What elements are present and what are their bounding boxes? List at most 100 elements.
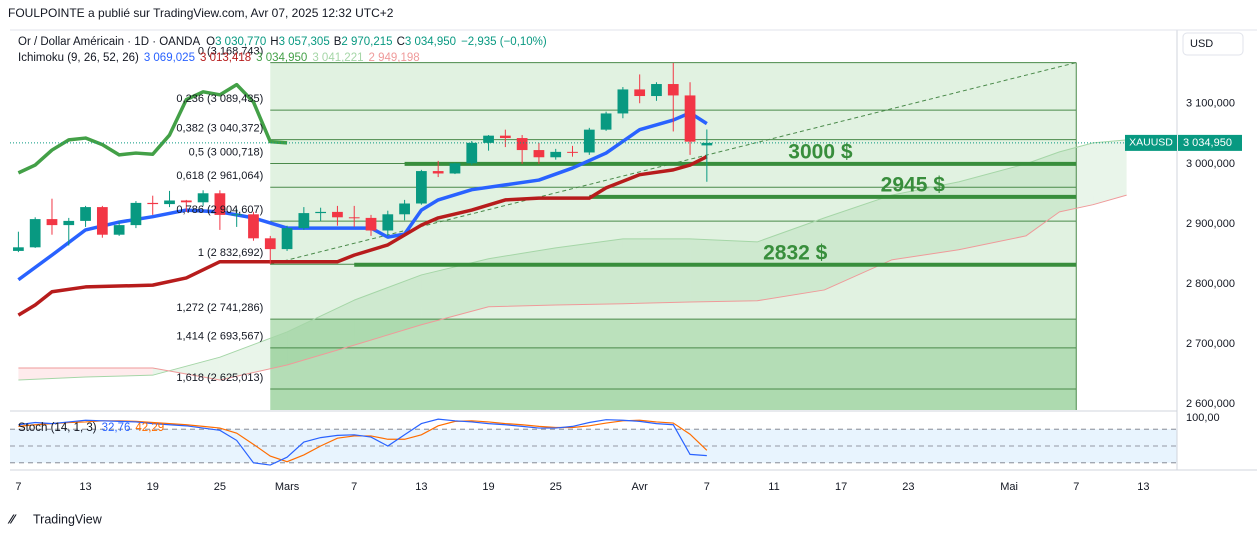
x-tick-label: 13 — [1137, 481, 1149, 493]
candle-body — [130, 202, 142, 226]
candle-body — [264, 238, 276, 250]
ichimoku-line — [17, 82, 288, 175]
fib-label: 1 (2 832,692) — [198, 247, 263, 259]
candle-body — [432, 171, 444, 174]
cloud — [219, 331, 288, 380]
candle-body — [449, 163, 461, 174]
publisher: FOULPOINTE a publié sur TradingView.com,… — [8, 6, 394, 20]
candle-body — [231, 214, 243, 216]
candle-body — [365, 217, 377, 231]
candle-body — [29, 219, 41, 248]
x-tick-label: 23 — [902, 481, 914, 493]
horizontal-line-label: 2832 $ — [763, 241, 828, 264]
stoch-line — [18, 418, 707, 466]
ohlc-value: 3 030,770 — [215, 36, 266, 48]
indicator-name: Ichimoku (9, 26, 52, 26) — [18, 52, 139, 64]
fib-zone — [270, 388, 1077, 410]
candle-body — [298, 213, 310, 229]
stoch-legend: Stoch (14, 1, 3) 32,76 42,29 — [18, 422, 164, 434]
price-tag-bg — [1178, 134, 1242, 151]
candle-body — [63, 220, 75, 226]
fib-label: 0,618 (2 961,064) — [176, 170, 263, 182]
candle-body — [147, 202, 159, 205]
fib-label: 0,236 (3 089,435) — [176, 93, 263, 105]
symbol-tag-bg — [1125, 134, 1177, 151]
candle-body — [248, 214, 259, 239]
y-tick-label: 2 600,000 — [1186, 398, 1235, 410]
cloud — [287, 300, 355, 365]
indicator-value: 42,29 — [135, 422, 164, 434]
candle-body — [13, 247, 24, 251]
cloud — [488, 247, 556, 307]
candle-body — [567, 151, 578, 153]
cloud — [1025, 151, 1060, 236]
candle-body — [499, 135, 511, 139]
candle-body — [382, 214, 394, 231]
candle-body — [96, 207, 108, 235]
currency[interactable]: USD — [1190, 38, 1213, 50]
y-tick-label: 2 800,000 — [1186, 278, 1235, 290]
candle-body — [315, 211, 327, 214]
indicator-value: 32,76 — [102, 422, 131, 434]
x-tick-label: 7 — [351, 481, 357, 493]
x-tick-label: 25 — [550, 481, 562, 493]
candle-body — [416, 171, 427, 204]
cloud — [555, 238, 623, 305]
candle-body — [197, 193, 209, 203]
candle-body — [113, 225, 125, 235]
ichimoku-legend: Ichimoku (9, 26, 52, 26) 3 069,025 3 013,4… — [18, 52, 420, 64]
fib-zone — [270, 347, 1077, 389]
overlay: 2 600,000 2 700,000 2 800,000 2 900,000 3 00… — [15, 45, 1242, 493]
candle-body — [583, 129, 595, 153]
cloud — [757, 217, 825, 301]
candle-body — [80, 207, 91, 221]
candle-body — [483, 135, 494, 143]
candle-body — [348, 217, 360, 219]
horizontal-line-label: 3000 $ — [788, 140, 853, 163]
indicator-name: Stoch (14, 1, 3) — [18, 422, 97, 434]
cloud — [690, 238, 758, 302]
ohlc-value: 3 034,950 — [405, 36, 456, 48]
fib-label: 1,414 (2 693,567) — [176, 331, 263, 343]
price-tag: 3 034,950 — [1183, 137, 1232, 149]
x-tick-label: 19 — [147, 481, 159, 493]
indicator-value: 2 949,198 — [369, 52, 420, 64]
candle-body — [600, 113, 612, 130]
x-tick-label: Avr — [632, 481, 649, 493]
candle-body — [634, 89, 646, 97]
candle-body — [164, 200, 175, 205]
y-tick-label: 3 100,000 — [1186, 98, 1235, 110]
change: −2,935 (−0,10%) — [461, 36, 547, 48]
fib-zone — [270, 319, 1077, 348]
indicator-value: 3 013,418 — [200, 52, 251, 64]
cloud — [85, 367, 153, 377]
indicator-value: 3 034,950 — [256, 52, 307, 64]
x-tick-label: 7 — [15, 481, 21, 493]
x-tick-label: 19 — [482, 481, 494, 493]
fib-zone — [270, 264, 1077, 320]
ohlc-key: B — [334, 36, 342, 48]
cloud — [421, 258, 489, 325]
ohlc-value: 3 057,305 — [279, 36, 330, 48]
cloud — [958, 163, 1026, 250]
candle-body — [667, 84, 679, 96]
candle-body — [533, 150, 545, 158]
x-tick-label: 13 — [79, 481, 91, 493]
currency-button[interactable] — [1182, 32, 1244, 56]
y-tick-label: 2 900,000 — [1186, 218, 1235, 230]
x-tick-label: 7 — [704, 481, 710, 493]
symbol-tag: XAUUSD — [1129, 137, 1173, 149]
candle-body — [46, 219, 58, 226]
fib-label: 1,272 (2 741,286) — [176, 302, 263, 314]
candle-body — [399, 203, 410, 215]
ohlc-key: H — [270, 36, 278, 48]
ichimoku-line — [17, 111, 708, 282]
cloud — [622, 238, 691, 304]
fib-label: 0,382 (3 040,372) — [176, 123, 263, 135]
ohlc-key: C — [397, 36, 405, 48]
x-tick-label: Mai — [1000, 481, 1018, 493]
cloud — [152, 357, 220, 380]
fib-label: 0 (3 168,743) — [198, 45, 263, 57]
candle-body — [617, 89, 629, 114]
